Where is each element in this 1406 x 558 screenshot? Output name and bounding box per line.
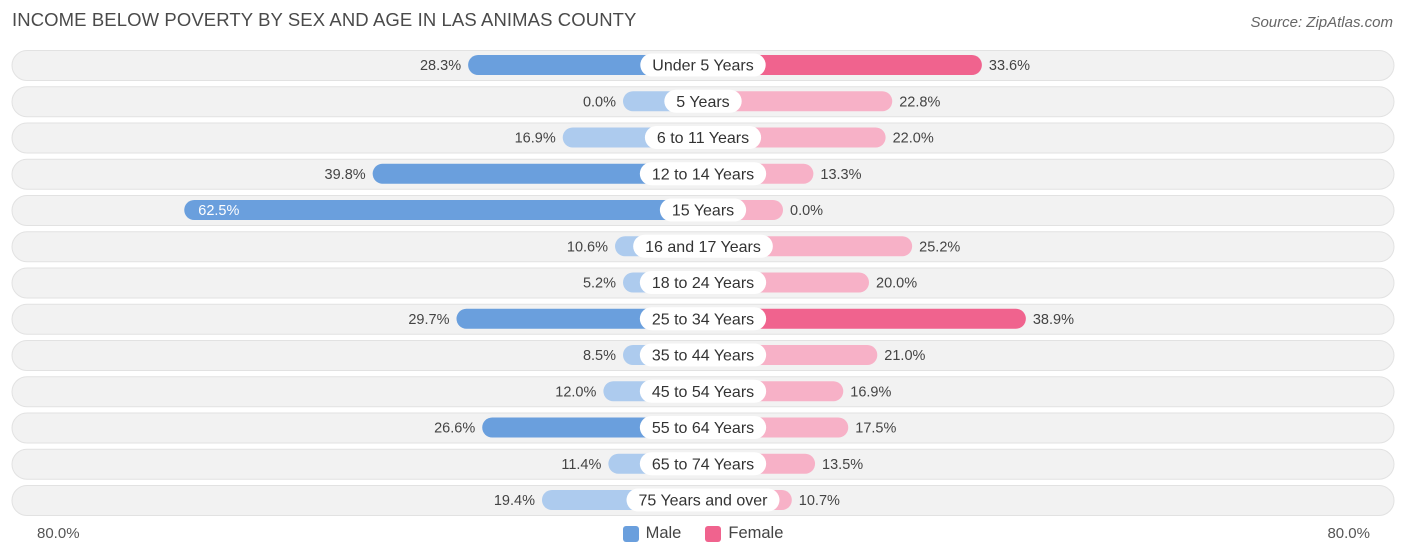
category-label-background [659,198,747,222]
male-value-label: 28.3% [420,58,461,74]
male-value-label: 16.9% [515,131,556,147]
male-value-label: 11.4% [561,457,601,473]
legend-label-female: Female [728,524,784,542]
male-value-label: 39.8% [325,167,366,183]
male-value-label: 62.5% [198,203,239,219]
female-bar [703,308,1026,329]
axis-right-label: 80.0% [1327,525,1370,542]
category-label-background [639,162,767,186]
axis-left-label: 80.0% [37,525,80,542]
female-swatch-icon [705,525,722,542]
female-value-label: 22.8% [899,94,940,110]
male-value-label: 5.2% [583,276,616,292]
category-label-background [639,307,767,331]
female-value-label: 33.6% [989,58,1030,74]
female-value-label: 13.5% [822,457,863,473]
category-label-background [626,488,780,512]
male-value-label: 12.0% [555,384,596,400]
female-value-label: 22.0% [893,131,934,147]
female-value-label: 17.5% [855,421,896,437]
category-label: 15 Years [672,203,734,220]
chart-title: INCOME BELOW POVERTY BY SEX AND AGE IN L… [12,9,637,30]
category-label-background [633,234,773,258]
female-bar [703,55,982,75]
category-label-background [644,126,762,149]
male-value-label: 26.6% [434,421,475,437]
legend-label-male: Male [645,524,682,542]
category-label: 6 to 11 Years [657,130,749,147]
category-label: 5 Years [676,94,729,111]
male-bar [184,200,703,220]
category-label: 18 to 24 Years [652,275,754,292]
category-label-background [664,89,742,113]
category-label: 12 to 14 Years [652,166,754,183]
female-value-label: 16.9% [850,384,891,400]
male-value-label: 29.7% [408,312,449,328]
female-value-label: 25.2% [919,239,960,255]
category-label-background [639,452,767,476]
female-value-label: 10.7% [799,493,840,509]
category-label: 16 and 17 Years [645,239,761,256]
category-label: 35 to 44 Years [652,348,754,365]
category-label: 55 to 64 Years [652,420,754,437]
category-label-background [639,416,767,439]
male-value-label: 19.4% [494,493,535,509]
category-label: 45 to 54 Years [652,384,754,401]
category-label: Under 5 Years [652,58,753,75]
category-label-background [640,53,766,77]
female-value-label: 0.0% [790,203,823,219]
legend-item-female[interactable]: Female [705,524,783,543]
male-value-label: 8.5% [583,348,616,364]
female-value-label: 13.3% [820,167,861,183]
category-label: 25 to 34 Years [652,311,754,328]
female-value-label: 38.9% [1033,312,1074,328]
category-label-background [639,343,767,367]
male-value-label: 0.0% [583,94,616,110]
legend-item-male[interactable]: Male [622,524,682,543]
category-label-background [639,271,767,294]
source-label: Source: ZipAtlas.com [1250,14,1393,31]
category-label: 65 to 74 Years [652,456,754,473]
category-label: 75 Years and over [639,493,769,510]
male-value-label: 10.6% [567,239,608,255]
legend: Male Female [0,524,1406,543]
male-swatch-icon [622,525,639,542]
category-label-background [639,379,767,403]
female-value-label: 21.0% [884,348,925,364]
female-value-label: 20.0% [876,276,917,292]
male-bar [372,163,703,184]
female-bar [703,91,893,112]
